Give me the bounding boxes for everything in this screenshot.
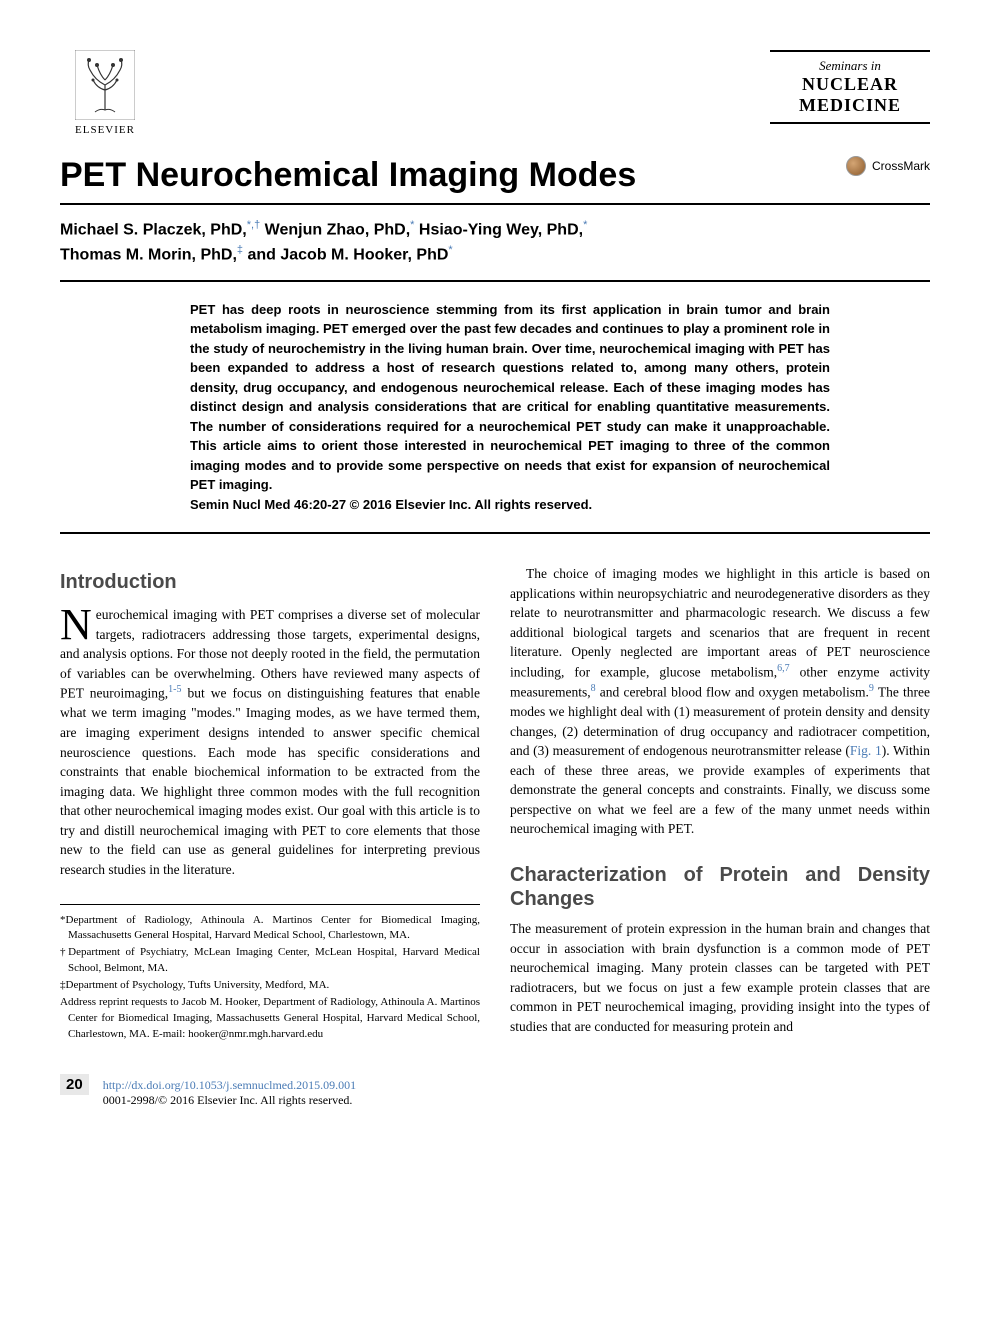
author-5-affil: * bbox=[448, 244, 452, 256]
col2-text-c: and cerebral blood flow and oxygen metab… bbox=[596, 685, 869, 700]
title-row: PET Neurochemical Imaging Modes CrossMar… bbox=[60, 156, 930, 205]
col2-text-a: The choice of imaging modes we highlight… bbox=[510, 566, 930, 679]
dropcap: N bbox=[60, 605, 96, 643]
abstract-citation: Semin Nucl Med 46:20-27 © 2016 Elsevier … bbox=[190, 497, 592, 512]
col2-paragraph-1: The choice of imaging modes we highlight… bbox=[510, 564, 930, 839]
abstract-block: PET has deep roots in neuroscience stemm… bbox=[60, 300, 930, 535]
intro-paragraph: Neurochemical imaging with PET comprises… bbox=[60, 605, 480, 879]
author-1-affil: *,† bbox=[247, 219, 260, 231]
ref-link-1-5[interactable]: 1-5 bbox=[168, 684, 181, 695]
ref-link-6-7[interactable]: 6,7 bbox=[777, 663, 790, 674]
crossmark-label: CrossMark bbox=[872, 159, 930, 173]
abstract-text: PET has deep roots in neuroscience stemm… bbox=[190, 302, 830, 493]
author-3: Hsiao-Ying Wey, PhD, bbox=[419, 221, 583, 238]
figure-1-link[interactable]: Fig. 1 bbox=[850, 743, 882, 758]
article-title: PET Neurochemical Imaging Modes bbox=[60, 156, 636, 195]
crossmark-icon bbox=[846, 156, 866, 176]
section2-heading: Characterization of Protein and Density … bbox=[510, 863, 930, 911]
header-row: ELSEVIER Seminars in NUCLEAR MEDICINE bbox=[60, 50, 930, 136]
page-number: 20 bbox=[60, 1074, 89, 1095]
journal-name-box: Seminars in NUCLEAR MEDICINE bbox=[770, 50, 930, 124]
copyright-line: 0001-2998/© 2016 Elsevier Inc. All right… bbox=[103, 1093, 353, 1107]
journal-line3: MEDICINE bbox=[778, 95, 922, 116]
left-column: Introduction Neurochemical imaging with … bbox=[60, 564, 480, 1044]
journal-line1: Seminars in bbox=[778, 58, 922, 74]
elsevier-tree-icon bbox=[75, 50, 135, 120]
footer-meta: http://dx.doi.org/10.1053/j.semnuclmed.2… bbox=[103, 1078, 356, 1108]
crossmark-badge[interactable]: CrossMark bbox=[846, 156, 930, 176]
doi-link[interactable]: http://dx.doi.org/10.1053/j.semnuclmed.2… bbox=[103, 1078, 356, 1092]
author-5: and Jacob M. Hooker, PhD bbox=[247, 247, 448, 264]
publisher-name: ELSEVIER bbox=[75, 124, 135, 136]
affiliation-1: *Department of Radiology, Athinoula A. M… bbox=[60, 913, 480, 945]
introduction-heading: Introduction bbox=[60, 568, 480, 597]
affiliation-3: ‡Department of Psychology, Tufts Univers… bbox=[60, 978, 480, 994]
affiliation-2: †Department of Psychiatry, McLean Imagin… bbox=[60, 945, 480, 977]
author-list: Michael S. Placzek, PhD,*,† Wenjun Zhao,… bbox=[60, 217, 930, 282]
section2-paragraph: The measurement of protein expression in… bbox=[510, 919, 930, 1036]
intro-text-b: but we focus on distinguishing features … bbox=[60, 686, 480, 877]
journal-line2: NUCLEAR bbox=[778, 74, 922, 95]
reprint-address: Address reprint requests to Jacob M. Hoo… bbox=[60, 995, 480, 1043]
author-2-affil: * bbox=[410, 219, 414, 231]
author-4: Thomas M. Morin, PhD, bbox=[60, 247, 237, 264]
affiliations-block: *Department of Radiology, Athinoula A. M… bbox=[60, 904, 480, 1044]
footer-row: 20 http://dx.doi.org/10.1053/j.semnuclme… bbox=[60, 1074, 930, 1108]
publisher-logo: ELSEVIER bbox=[60, 50, 150, 136]
author-1: Michael S. Placzek, PhD, bbox=[60, 221, 247, 238]
right-column: The choice of imaging modes we highlight… bbox=[510, 564, 930, 1044]
body-columns: Introduction Neurochemical imaging with … bbox=[60, 564, 930, 1044]
author-4-affil: ‡ bbox=[237, 244, 243, 256]
author-2: Wenjun Zhao, PhD, bbox=[265, 221, 410, 238]
author-3-affil: * bbox=[583, 219, 587, 231]
